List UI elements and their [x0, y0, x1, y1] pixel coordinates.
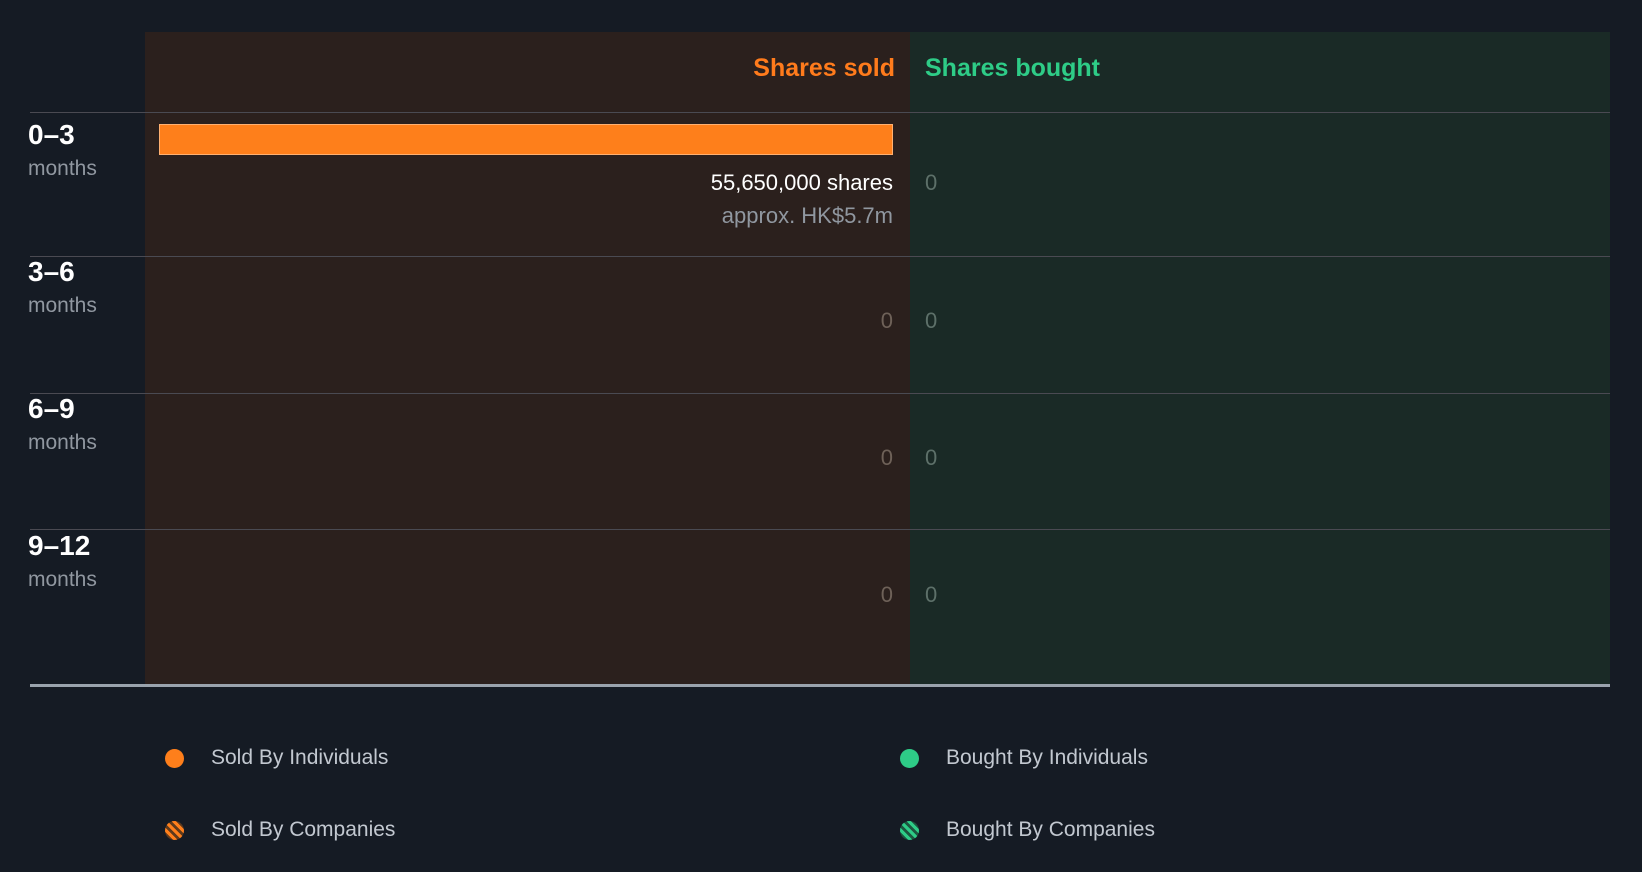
row-separator-3 [30, 529, 1610, 530]
row-range-label: 3–6 [28, 256, 75, 287]
shares-sold-amount: 55,650,000 shares [710, 170, 893, 195]
shares-bought-value-0-3-months: 0 [925, 170, 938, 195]
legend-label: Bought By Individuals [946, 746, 1148, 769]
legend-item-sold-by-individuals[interactable]: Sold By Individuals [165, 745, 388, 771]
shares-bought-value-3-6-months: 0 [925, 308, 938, 333]
shares-bought-value-9-12-months: 0 [925, 582, 938, 607]
row-separator-2 [30, 393, 1610, 394]
legend-label: Bought By Companies [946, 818, 1155, 841]
row-unit-label: months [28, 568, 97, 591]
shares-bought-panel [910, 32, 1610, 685]
solid-circle-orange-icon [165, 748, 184, 768]
shares-bought-value-6-9-months: 0 [925, 445, 938, 470]
legend-label: Sold By Individuals [211, 746, 389, 769]
row-label-3-6-months: 3–6 months [28, 255, 138, 321]
row-range-label: 6–9 [28, 393, 75, 424]
header-separator [30, 112, 1610, 113]
shares-sold-value-6-9-months: 0 [0, 443, 893, 473]
row-label-6-9-months: 6–9 months [28, 392, 138, 458]
shares-sold-value-3-6-months: 0 [0, 306, 893, 336]
row-unit-label: months [28, 431, 97, 454]
row-range-label: 9–12 [28, 530, 91, 561]
legend-item-bought-by-individuals[interactable]: Bought By Individuals [900, 745, 1148, 771]
column-header-shares-bought: Shares bought [925, 54, 1101, 82]
legend-label: Sold By Companies [211, 818, 396, 841]
shares-sold-amount: 0 [880, 582, 893, 607]
row-unit-label: months [28, 157, 97, 180]
shares-sold-amount: 0 [880, 445, 893, 470]
hatched-circle-orange-icon [165, 820, 184, 840]
axis-baseline [30, 684, 1610, 687]
row-range-label: 0–3 [28, 119, 75, 150]
hatched-circle-green-icon [900, 820, 919, 840]
shares-sold-bar-0-3-months[interactable] [159, 124, 893, 155]
shares-sold-approx-value: approx. HK$5.7m [721, 203, 893, 228]
row-label-9-12-months: 9–12 months [28, 529, 138, 595]
row-unit-label: months [28, 294, 97, 317]
row-label-0-3-months: 0–3 months [28, 118, 138, 184]
solid-circle-green-icon [900, 748, 919, 768]
row-separator-1 [30, 256, 1610, 257]
shares-sold-amount: 0 [880, 308, 893, 333]
shares-sold-value-0-3-months: 55,650,000 shares approx. HK$5.7m [0, 168, 893, 231]
legend-item-bought-by-companies[interactable]: Bought By Companies [900, 817, 1155, 843]
column-header-shares-sold: Shares sold [753, 54, 895, 82]
shares-sold-value-9-12-months: 0 [0, 580, 893, 610]
legend-item-sold-by-companies[interactable]: Sold By Companies [165, 817, 395, 843]
